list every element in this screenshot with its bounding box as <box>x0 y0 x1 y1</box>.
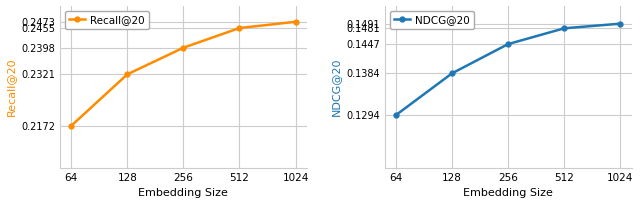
X-axis label: Embedding Size: Embedding Size <box>138 188 228 198</box>
NDCG@20 <box>448 72 456 74</box>
Legend: NDCG@20: NDCG@20 <box>390 11 474 29</box>
Line: NDCG@20: NDCG@20 <box>394 21 623 118</box>
X-axis label: Embedding Size: Embedding Size <box>463 188 553 198</box>
Recall@20 <box>180 47 188 49</box>
Recall@20 <box>292 21 300 23</box>
NDCG@20 <box>616 22 624 25</box>
Line: Recall@20: Recall@20 <box>68 19 298 128</box>
NDCG@20 <box>561 27 568 30</box>
NDCG@20 <box>504 43 512 45</box>
Y-axis label: Recall@20: Recall@20 <box>6 58 15 116</box>
Y-axis label: NDCG@20: NDCG@20 <box>330 58 340 116</box>
NDCG@20 <box>392 114 400 116</box>
Recall@20 <box>67 125 75 127</box>
Legend: Recall@20: Recall@20 <box>65 11 149 29</box>
Recall@20 <box>236 27 243 29</box>
Recall@20 <box>124 73 131 75</box>
